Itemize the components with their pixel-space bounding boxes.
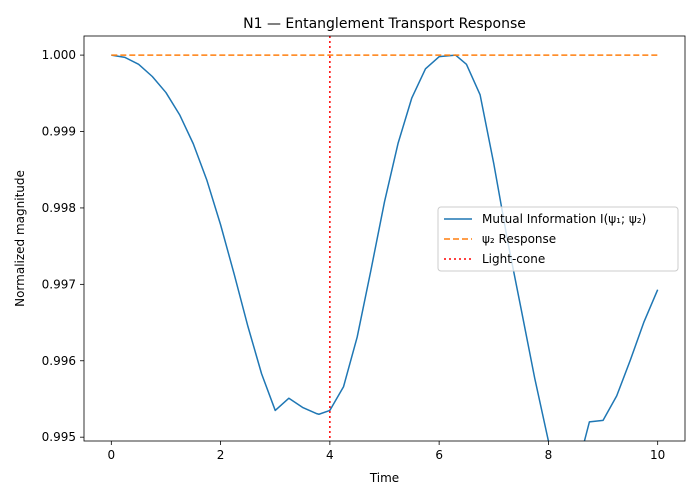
x-tick-label: 10 bbox=[650, 448, 665, 462]
y-tick-label: 1.000 bbox=[42, 48, 76, 62]
legend: Mutual Information I(ψ₁; ψ₂) ψ₂ Response L… bbox=[437, 206, 679, 272]
plot-area bbox=[83, 35, 686, 442]
x-tick-label: 8 bbox=[545, 448, 553, 462]
legend-label-2: ψ₂ Response bbox=[482, 232, 556, 246]
chart-title: N1 — Entanglement Transport Response bbox=[243, 16, 526, 32]
y-tick-label: 0.997 bbox=[42, 277, 76, 291]
x-tick-label: 2 bbox=[217, 448, 225, 462]
y-axis: 0.995 0.996 0.997 0.998 0.999 1.000 bbox=[42, 48, 84, 444]
x-axis: 0 2 4 6 8 10 bbox=[107, 441, 665, 462]
y-tick-label: 0.995 bbox=[42, 430, 76, 444]
legend-box bbox=[437, 206, 679, 272]
y-tick-label: 0.998 bbox=[42, 201, 76, 215]
x-tick-label: 0 bbox=[107, 448, 115, 462]
y-tick-label: 0.996 bbox=[42, 354, 76, 368]
x-axis-title: Time bbox=[369, 471, 399, 485]
y-tick-label: 0.999 bbox=[42, 125, 76, 139]
legend-label-1: Mutual Information I(ψ₁; ψ₂) bbox=[482, 212, 646, 226]
series-line-1 bbox=[111, 54, 659, 441]
y-axis-title: Normalized magnitude bbox=[13, 170, 27, 307]
legend-label-3: Light-cone bbox=[482, 252, 545, 266]
x-tick-label: 6 bbox=[435, 448, 443, 462]
x-tick-label: 4 bbox=[326, 448, 334, 462]
plot-frame bbox=[83, 35, 686, 442]
